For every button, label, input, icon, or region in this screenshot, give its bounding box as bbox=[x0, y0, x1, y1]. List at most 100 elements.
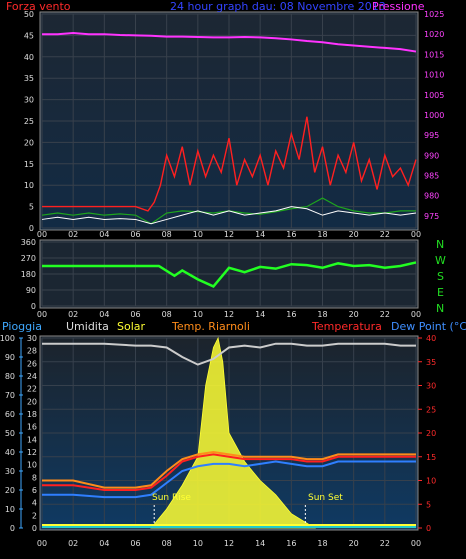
panel1-axes: 0510152025303540455097598098599099510001… bbox=[24, 10, 445, 239]
y-left2-tick-label: 16 bbox=[27, 423, 37, 432]
humidity-series bbox=[42, 342, 416, 366]
y-rain-tick-label: 70 bbox=[5, 391, 15, 400]
sun-rise-annotation: Sun Rise bbox=[152, 493, 191, 503]
x-tick-label: 20 bbox=[349, 230, 359, 239]
y-left-tick-label: 25 bbox=[24, 117, 34, 126]
y-tick-label: 270 bbox=[21, 254, 36, 263]
graph-title: 24 hour graph dau: 08 Novembre 2013 bbox=[170, 0, 386, 13]
x-tick-label: 16 bbox=[286, 539, 296, 548]
y-left-tick-label: 0 bbox=[29, 224, 34, 233]
x-tick-label: 06 bbox=[130, 230, 140, 239]
y-left2-tick-label: 22 bbox=[27, 385, 37, 394]
x-tick-label: 14 bbox=[255, 310, 265, 319]
y-left-tick-label: 15 bbox=[24, 160, 34, 169]
solar-area bbox=[150, 336, 317, 529]
y-tick-label: 360 bbox=[21, 238, 36, 247]
y-right-tick-label: 1020 bbox=[424, 30, 444, 39]
wind-label: Forza vento bbox=[6, 0, 71, 13]
wind-gust-series bbox=[42, 116, 417, 212]
x-tick-label: 00 bbox=[411, 310, 421, 319]
rain-label: Pioggia bbox=[2, 320, 42, 333]
y-rain-tick-label: 80 bbox=[5, 372, 15, 381]
x-tick-label: 18 bbox=[317, 310, 327, 319]
panel2-marks bbox=[42, 261, 417, 288]
y-tick-label: 90 bbox=[26, 286, 36, 295]
y-left2-tick-label: 2 bbox=[32, 511, 37, 520]
y-left2-tick-label: 10 bbox=[27, 461, 37, 470]
y-right-tick-label: 985 bbox=[424, 172, 439, 181]
x-tick-label: 00 bbox=[37, 310, 47, 319]
wind-direction-series bbox=[42, 261, 417, 288]
y-right-tick-label: 15 bbox=[426, 453, 436, 462]
temp-riarnoli-series bbox=[42, 450, 416, 489]
y-rain-tick-label: 30 bbox=[5, 467, 15, 476]
y-left-tick-label: 45 bbox=[24, 31, 34, 40]
dew-point-label: Dew Point (°C) bbox=[391, 320, 466, 333]
y-right-tick-label: 980 bbox=[424, 192, 439, 201]
y-right-tick-label: 30 bbox=[426, 382, 436, 391]
y-left2-tick-label: 26 bbox=[27, 359, 37, 368]
y-right-tick-label: 25 bbox=[426, 405, 436, 414]
x-tick-label: 04 bbox=[99, 310, 109, 319]
humidity-label: Umidita bbox=[66, 320, 109, 333]
x-tick-label: 16 bbox=[286, 310, 296, 319]
y-left-tick-label: 20 bbox=[24, 138, 34, 147]
y-right-tick-label: 40 bbox=[426, 334, 436, 343]
y-left-tick-label: 5 bbox=[29, 203, 34, 212]
y-rain-tick-label: 0 bbox=[10, 524, 15, 533]
y-right-tick-label: 975 bbox=[424, 212, 439, 221]
y-left-tick-label: 50 bbox=[24, 10, 34, 19]
x-tick-label: 12 bbox=[224, 310, 234, 319]
y-left2-tick-label: 14 bbox=[27, 435, 37, 444]
direction-label-n1: N bbox=[436, 238, 444, 251]
y-left2-tick-label: 24 bbox=[27, 372, 37, 381]
x-tick-label: 00 bbox=[411, 230, 421, 239]
y-right-tick-label: 1025 bbox=[424, 10, 444, 19]
y-rain-tick-label: 40 bbox=[5, 448, 15, 457]
direction-labels: N W S E N bbox=[435, 238, 446, 315]
panel2-grid bbox=[41, 241, 417, 307]
direction-label-w: W bbox=[435, 254, 446, 267]
temp-riarnoli-label: Temp. Riarnoli bbox=[171, 320, 250, 333]
panel1-grid bbox=[41, 13, 417, 229]
y-right-tick-label: 1015 bbox=[424, 50, 444, 59]
y-right-tick-label: 35 bbox=[426, 358, 436, 367]
x-tick-label: 20 bbox=[349, 310, 359, 319]
temperatura-series bbox=[42, 453, 416, 491]
x-tick-label: 22 bbox=[380, 539, 390, 548]
x-tick-label: 00 bbox=[37, 539, 47, 548]
y-rain-tick-label: 100 bbox=[0, 334, 15, 343]
y-right-tick-label: 10 bbox=[426, 477, 436, 486]
x-tick-label: 12 bbox=[224, 539, 234, 548]
y-left-tick-label: 40 bbox=[24, 53, 34, 62]
y-left2-tick-label: 18 bbox=[27, 410, 37, 419]
solar-label: Solar bbox=[117, 320, 146, 333]
x-tick-label: 04 bbox=[99, 230, 109, 239]
x-tick-label: 18 bbox=[317, 230, 327, 239]
y-left2-tick-label: 30 bbox=[27, 334, 37, 343]
y-rain-tick-label: 10 bbox=[5, 505, 15, 514]
x-tick-label: 00 bbox=[411, 539, 421, 548]
sun-set-annotation: Sun Set bbox=[308, 493, 343, 503]
y-left2-tick-label: 6 bbox=[32, 486, 37, 495]
x-tick-label: 06 bbox=[130, 310, 140, 319]
direction-label-n2: N bbox=[436, 302, 444, 315]
panel3-marks bbox=[42, 336, 416, 529]
x-tick-label: 22 bbox=[380, 310, 390, 319]
x-tick-label: 10 bbox=[193, 539, 203, 548]
x-tick-label: 12 bbox=[224, 230, 234, 239]
x-tick-label: 02 bbox=[68, 539, 78, 548]
y-left-tick-label: 35 bbox=[24, 74, 34, 83]
x-tick-label: 00 bbox=[37, 230, 47, 239]
pressure-series bbox=[42, 31, 417, 53]
y-left2-tick-label: 20 bbox=[27, 397, 37, 406]
x-tick-label: 10 bbox=[193, 310, 203, 319]
x-tick-label: 02 bbox=[68, 310, 78, 319]
x-tick-label: 02 bbox=[68, 230, 78, 239]
x-tick-label: 22 bbox=[380, 230, 390, 239]
x-tick-label: 10 bbox=[193, 230, 203, 239]
direction-label-s: S bbox=[437, 270, 444, 283]
dew-point-series bbox=[42, 460, 416, 499]
pressure-label: Pressione bbox=[372, 0, 425, 13]
